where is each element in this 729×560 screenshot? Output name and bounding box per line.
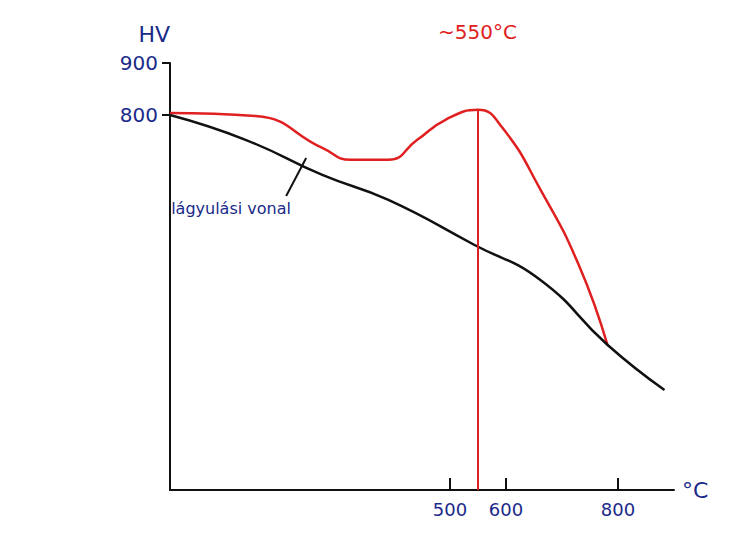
svg-text:900: 900 [120, 51, 158, 75]
svg-text:°C: °C [682, 478, 708, 503]
svg-text:~550°C: ~550°C [438, 20, 517, 44]
svg-text:lágyulási vonal: lágyulási vonal [171, 199, 291, 218]
svg-text:HV: HV [138, 22, 170, 47]
svg-text:800: 800 [120, 103, 158, 127]
svg-text:500: 500 [433, 499, 467, 520]
svg-text:600: 600 [489, 499, 523, 520]
svg-text:800: 800 [601, 499, 635, 520]
